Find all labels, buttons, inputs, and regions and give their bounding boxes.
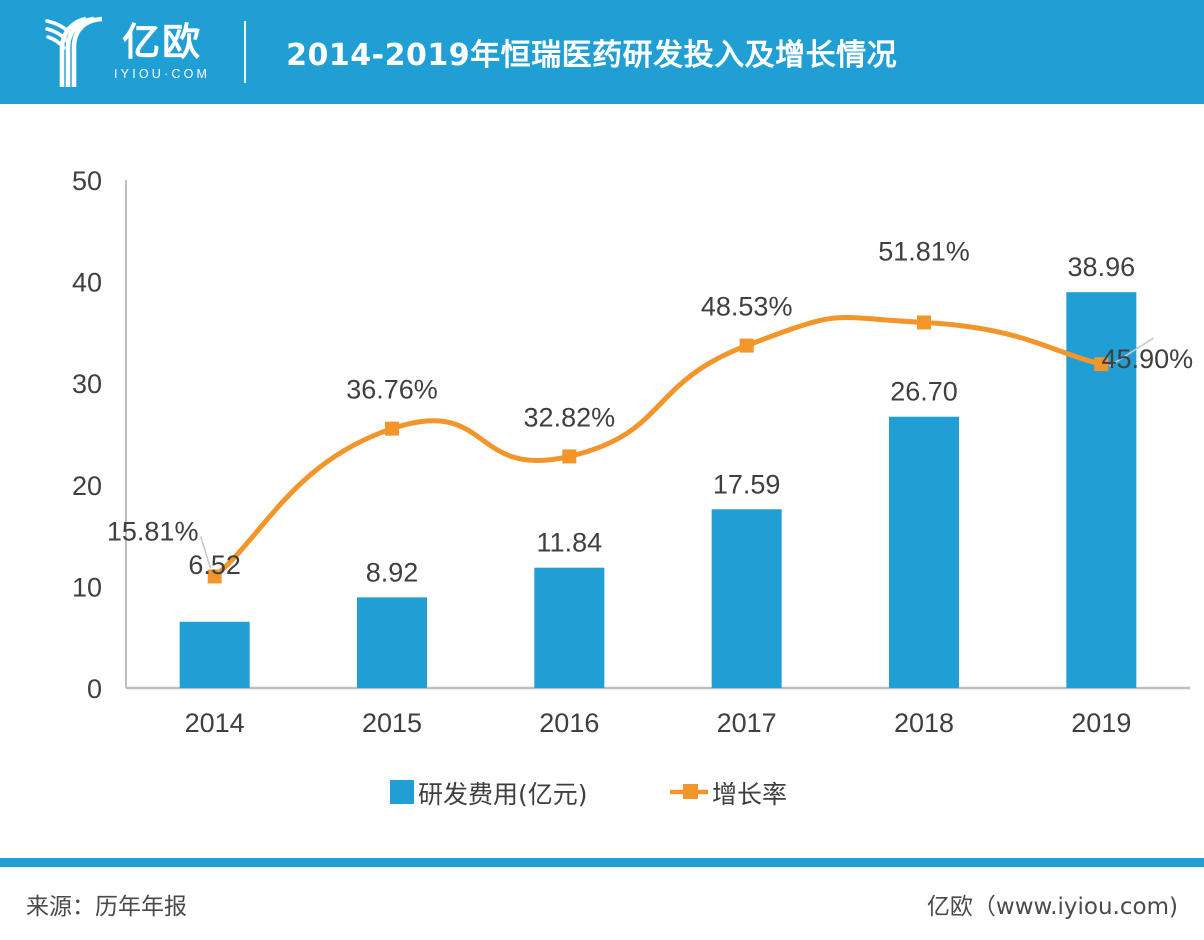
- bar-value-label: 38.96: [1068, 252, 1136, 282]
- line-marker: [917, 315, 931, 330]
- line-marker: [385, 421, 399, 436]
- y-tick-label: 10: [72, 572, 102, 602]
- logo-wordmark: 亿欧 IYIOU·COM: [114, 23, 210, 81]
- legend-item[interactable]: 增长率: [670, 780, 787, 809]
- bar-value-label: 6.52: [188, 550, 241, 580]
- bar: [889, 416, 959, 688]
- x-category-label: 2019: [1071, 708, 1131, 738]
- legend-label: 增长率: [712, 780, 787, 809]
- line-value-label: 48.53%: [701, 292, 793, 322]
- x-axis-category-labels: 2014 2015 2016 2017 2018 2019: [185, 708, 1132, 738]
- y-axis-tick-labels: 0 10 20 30 40 50: [72, 166, 102, 704]
- legend-item[interactable]: 研发费用(亿元): [390, 780, 588, 809]
- line-series: [199, 315, 1154, 584]
- x-category-label: 2014: [185, 708, 245, 738]
- line-value-labels: 15.81% 36.76% 32.82% 48.53% 51.81% 45.90%: [107, 236, 1193, 546]
- logo: 亿欧 IYIOU·COM: [44, 15, 210, 89]
- leader-line: [1108, 337, 1154, 367]
- line-marker: [1094, 357, 1109, 372]
- line-path: [212, 315, 1104, 579]
- bar: [534, 567, 605, 688]
- line-marker: [739, 338, 754, 353]
- legend-marker: [683, 784, 698, 799]
- bar: [357, 597, 427, 688]
- header-divider: [244, 21, 247, 83]
- y-tick-label: 50: [72, 166, 102, 196]
- x-category-label: 2017: [717, 708, 777, 738]
- source-note: 来源：历年年报: [26, 894, 187, 920]
- footer-rule: [0, 858, 1204, 867]
- line-value-label: 15.81%: [107, 516, 199, 546]
- page-header: 亿欧 IYIOU·COM 2014-2019年恒瑞医药研发投入及增长情况: [0, 0, 1204, 104]
- bar-series: [179, 292, 1137, 688]
- bar-value-label: 17.59: [713, 469, 781, 499]
- iyiou-logo-icon: [45, 16, 103, 87]
- leader-line: [199, 536, 212, 569]
- line-value-label: 32.82%: [524, 402, 616, 432]
- chart-area: 0 10 20 30 40 50 6.52 8.92 11.84 17.59 26.70 38.96…: [0, 104, 1204, 856]
- legend-swatch: [390, 780, 414, 804]
- x-category-label: 2018: [894, 708, 954, 738]
- y-tick-label: 30: [72, 369, 102, 399]
- line-value-label: 51.81%: [878, 236, 970, 266]
- logo-latin-text: IYIOU·COM: [114, 67, 211, 82]
- footer-brand: 亿欧（www.iyiou.com): [926, 894, 1178, 920]
- y-tick-label: 40: [72, 268, 102, 298]
- line-value-label: 45.90%: [1102, 344, 1194, 374]
- chart-legend: 研发费用(亿元) 增长率: [390, 780, 787, 809]
- x-category-label: 2015: [362, 708, 422, 738]
- y-tick-label: 0: [87, 674, 102, 704]
- x-category-label: 2016: [539, 708, 599, 738]
- combo-chart: 0 10 20 30 40 50 6.52 8.92 11.84 17.59 26.70 38.96…: [72, 166, 1193, 809]
- page-footer: 来源：历年年报 亿欧（www.iyiou.com): [0, 867, 1204, 940]
- chart-axes: [125, 180, 1190, 690]
- bar: [179, 621, 250, 688]
- line-value-label: 36.76%: [346, 375, 438, 405]
- y-tick-label: 20: [72, 471, 102, 501]
- line-marker: [562, 449, 577, 464]
- legend-label: 研发费用(亿元): [418, 780, 588, 809]
- bar: [711, 509, 782, 688]
- bar-value-label: 11.84: [537, 528, 603, 558]
- line-marker: [207, 569, 222, 584]
- logo-cn-text: 亿欧: [122, 20, 203, 65]
- page-title: 2014-2019年恒瑞医药研发投入及增长情况: [286, 38, 898, 73]
- bar-value-label: 26.70: [890, 377, 958, 407]
- bar-value-label: 8.92: [366, 557, 419, 587]
- bar-value-labels: 6.52 8.92 11.84 17.59 26.70 38.96: [188, 252, 1135, 587]
